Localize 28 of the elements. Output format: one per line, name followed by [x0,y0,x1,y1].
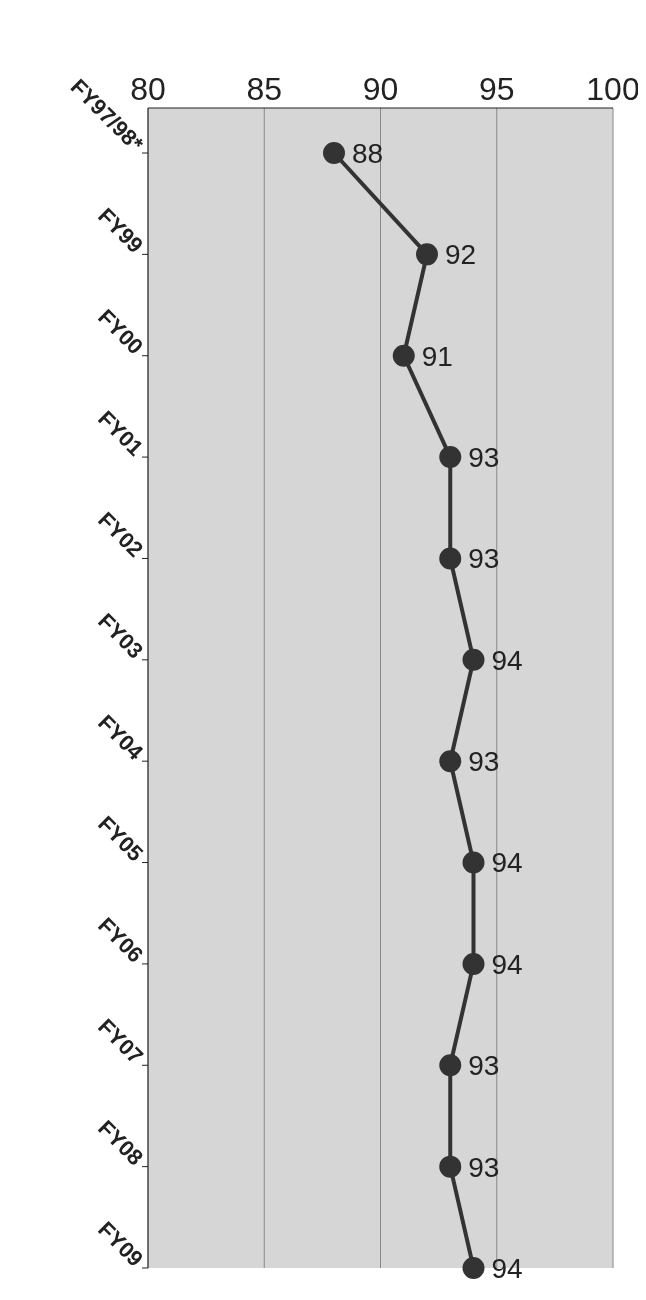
point [439,547,462,570]
point [439,750,462,773]
point [439,1054,462,1077]
data-label: 93 [468,1151,500,1183]
point [462,851,485,874]
data-label: 93 [468,1050,500,1082]
data-label: 94 [491,644,523,676]
data-label: 94 [491,1252,523,1284]
x-tick-label: 95 [478,71,515,107]
point [323,142,345,164]
x-tick-label: 85 [246,71,283,107]
point [439,446,462,469]
data-label: 93 [468,746,500,778]
data-label: 94 [491,847,523,879]
x-tick-label: 90 [362,71,399,107]
point [439,1155,462,1178]
point [462,952,485,975]
point [462,1257,485,1279]
data-label: 94 [491,948,523,980]
point [416,243,438,266]
point [462,648,485,671]
data-label: 91 [421,340,453,372]
data-label: 93 [468,543,500,575]
data-label: 92 [445,239,477,271]
point [392,344,415,367]
data-label: 88 [352,137,384,169]
x-tick-label: 100 [586,71,640,107]
data-label: 93 [468,442,500,474]
